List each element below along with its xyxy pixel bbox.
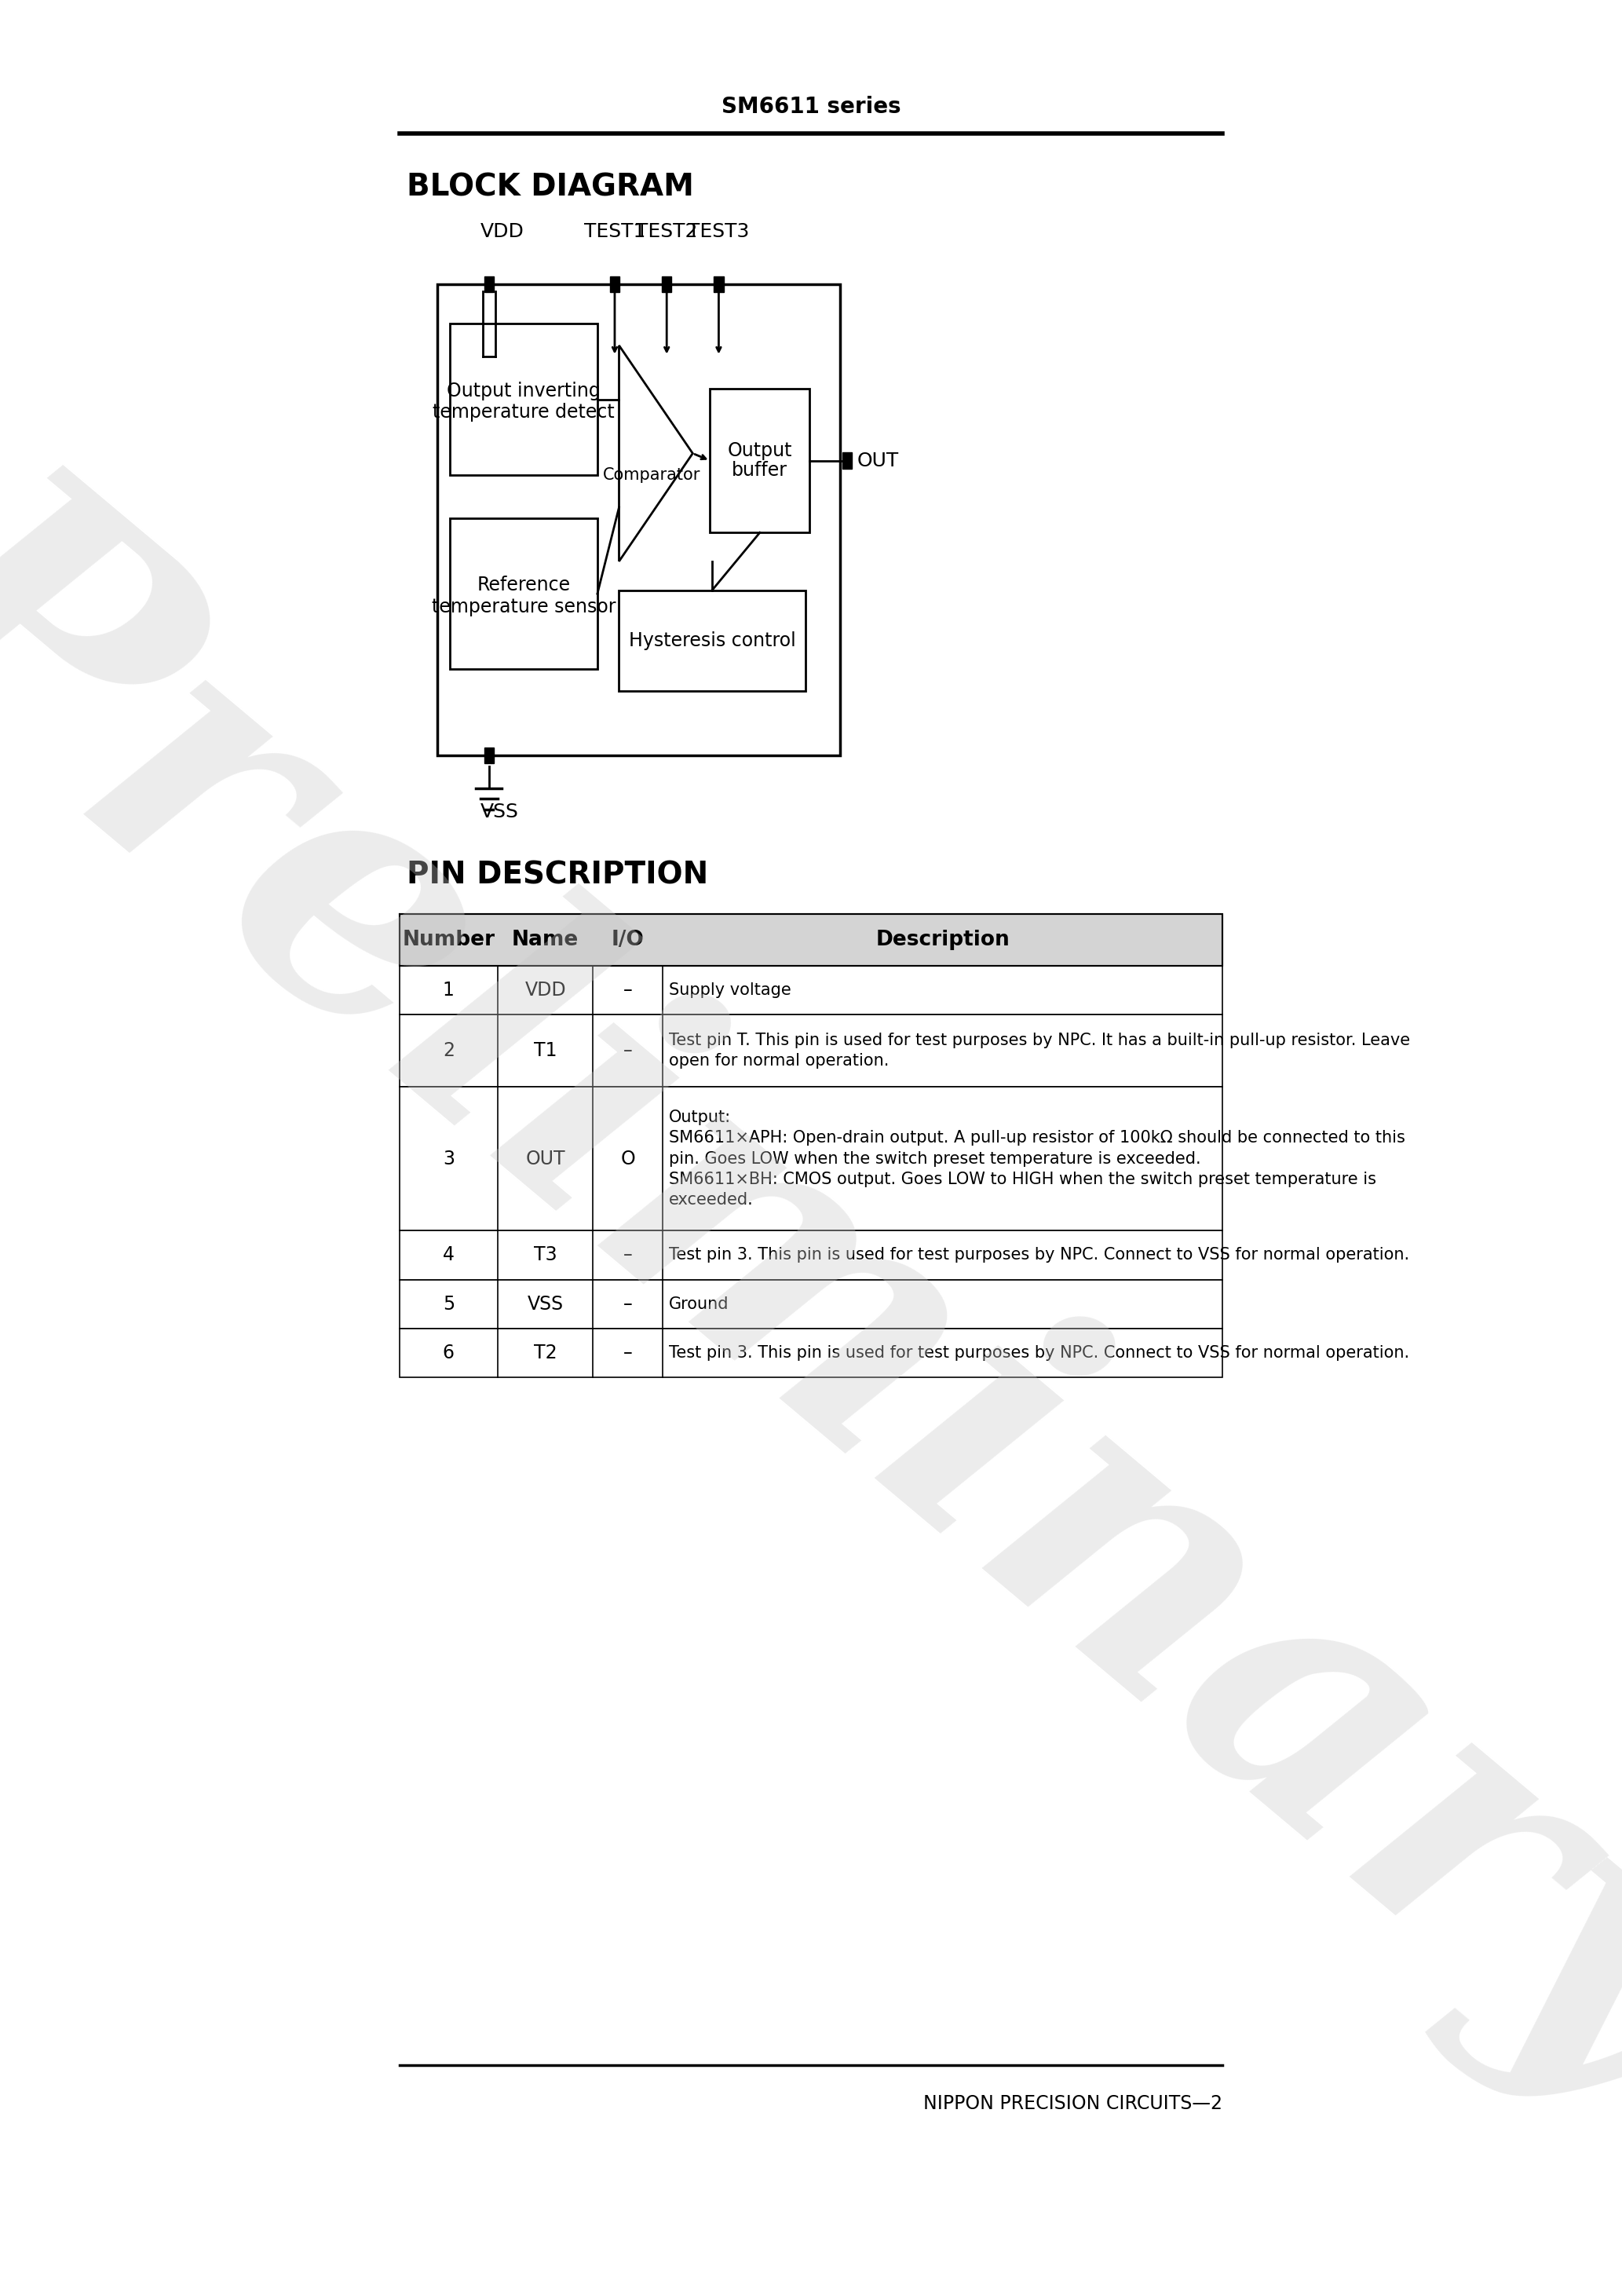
Text: Output inverting: Output inverting [448, 381, 600, 400]
Bar [620, 590, 806, 691]
Text: TEST1: TEST1 [584, 223, 646, 241]
Text: Output: Output [728, 441, 792, 459]
Text: temperature sensor: temperature sensor [431, 597, 616, 615]
Bar [399, 1015, 1223, 1086]
Text: T2: T2 [534, 1343, 556, 1362]
Text: Preliminary: Preliminary [0, 425, 1622, 2167]
Text: Description: Description [876, 930, 1009, 951]
Text: SM6611 series: SM6611 series [722, 96, 900, 117]
Bar [842, 452, 852, 468]
Bar [436, 285, 840, 755]
Text: Supply voltage: Supply voltage [668, 983, 792, 999]
Text: Comparator: Comparator [603, 466, 701, 482]
Text: VDD: VDD [524, 980, 566, 999]
Text: VDD: VDD [480, 223, 524, 241]
Text: –: – [623, 1042, 633, 1061]
Text: Output:
SM6611×APH: Open-drain output. A pull-up resistor of 100kΩ should be con: Output: SM6611×APH: Open-drain output. A… [668, 1109, 1405, 1208]
Bar [710, 388, 809, 533]
Text: TEST3: TEST3 [688, 223, 749, 241]
Bar [610, 276, 620, 292]
Text: –: – [623, 1247, 633, 1265]
Text: TEST2: TEST2 [636, 223, 697, 241]
Bar [399, 967, 1223, 1015]
Text: T3: T3 [534, 1247, 556, 1265]
Text: temperature detect: temperature detect [433, 402, 615, 422]
Text: Test pin 3. This pin is used for test purposes by NPC. Connect to VSS for normal: Test pin 3. This pin is used for test pu… [668, 1247, 1410, 1263]
Text: OUT: OUT [526, 1150, 564, 1169]
Text: 2: 2 [443, 1042, 454, 1061]
Bar [399, 1231, 1223, 1279]
Bar [662, 276, 672, 292]
Text: PIN DESCRIPTION: PIN DESCRIPTION [407, 861, 709, 891]
Text: Test pin 3. This pin is used for test purposes by NPC. Connect to VSS for normal: Test pin 3. This pin is used for test pu… [668, 1345, 1410, 1362]
Text: OUT: OUT [858, 450, 899, 471]
Text: VSS: VSS [480, 801, 519, 822]
Bar [399, 1086, 1223, 1231]
Text: Name: Name [513, 930, 579, 951]
Text: Test pin T. This pin is used for test purposes by NPC. It has a built-in pull-up: Test pin T. This pin is used for test pu… [668, 1033, 1410, 1070]
Bar [714, 276, 723, 292]
Text: I/O: I/O [611, 930, 644, 951]
Text: VSS: VSS [527, 1295, 563, 1313]
Text: 3: 3 [443, 1150, 454, 1169]
Text: –: – [623, 1295, 633, 1313]
Text: T1: T1 [534, 1042, 556, 1061]
Text: Reference: Reference [477, 576, 571, 595]
Text: Hysteresis control: Hysteresis control [629, 631, 796, 650]
Text: NIPPON PRECISION CIRCUITS—2: NIPPON PRECISION CIRCUITS—2 [923, 2094, 1223, 2112]
Bar [485, 748, 493, 765]
Text: Number: Number [402, 930, 495, 951]
Bar [399, 1329, 1223, 1378]
Text: O: O [620, 1150, 636, 1169]
Bar [449, 519, 597, 668]
Text: –: – [623, 980, 633, 999]
Bar [399, 1279, 1223, 1329]
Bar [399, 914, 1223, 967]
Text: Ground: Ground [668, 1297, 728, 1311]
Text: buffer: buffer [732, 461, 788, 480]
Text: –: – [623, 1343, 633, 1362]
Bar [449, 324, 597, 475]
Text: 1: 1 [443, 980, 454, 999]
Text: 5: 5 [443, 1295, 454, 1313]
Text: 4: 4 [443, 1247, 454, 1265]
Text: 6: 6 [443, 1343, 454, 1362]
Text: BLOCK DIAGRAM: BLOCK DIAGRAM [407, 172, 694, 202]
Bar [485, 276, 493, 292]
